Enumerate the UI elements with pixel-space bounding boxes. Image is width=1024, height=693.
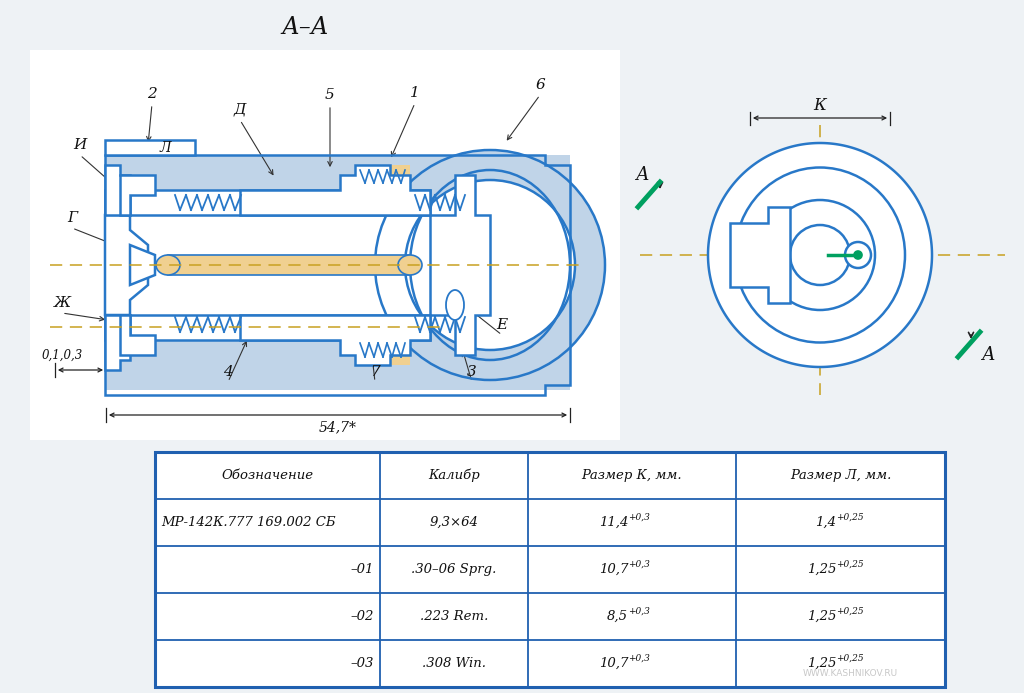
- Polygon shape: [120, 315, 155, 355]
- Text: +0,25: +0,25: [837, 607, 864, 616]
- Text: 1,4: 1,4: [815, 516, 837, 529]
- Text: Е: Е: [497, 318, 508, 332]
- Text: .308 Win.: .308 Win.: [422, 657, 486, 670]
- Ellipse shape: [398, 255, 422, 275]
- Text: А–А: А–А: [282, 17, 329, 40]
- Ellipse shape: [375, 150, 605, 380]
- Text: 1,25: 1,25: [807, 610, 837, 623]
- Text: А: А: [635, 166, 649, 184]
- Text: 1,25: 1,25: [807, 657, 837, 670]
- Ellipse shape: [765, 200, 874, 310]
- Ellipse shape: [446, 290, 464, 320]
- Polygon shape: [730, 207, 790, 303]
- Polygon shape: [105, 215, 148, 315]
- Polygon shape: [105, 140, 195, 155]
- Text: 1: 1: [411, 86, 420, 100]
- Text: +0,3: +0,3: [628, 607, 650, 616]
- Text: –03: –03: [350, 657, 374, 670]
- Polygon shape: [120, 175, 155, 215]
- Ellipse shape: [735, 168, 905, 342]
- Text: .30–06 Sprg.: .30–06 Sprg.: [412, 563, 497, 576]
- Polygon shape: [240, 315, 430, 365]
- Text: –02: –02: [350, 610, 374, 623]
- Bar: [168, 255, 410, 275]
- Bar: [105, 215, 445, 315]
- Text: 0,1,0,3: 0,1,0,3: [42, 349, 83, 362]
- Text: Д: Д: [233, 103, 246, 117]
- Polygon shape: [130, 245, 155, 285]
- Bar: [155, 452, 945, 687]
- Text: +0,25: +0,25: [837, 560, 864, 569]
- Text: А: А: [981, 346, 994, 364]
- Text: 11,4: 11,4: [599, 516, 628, 529]
- Polygon shape: [105, 165, 130, 215]
- Ellipse shape: [854, 251, 862, 259]
- Text: 7: 7: [370, 365, 380, 379]
- Text: МР-142К.777 169.002 СБ: МР-142К.777 169.002 СБ: [161, 516, 336, 529]
- Text: 10,7: 10,7: [599, 563, 628, 576]
- Text: Размер К, мм.: Размер К, мм.: [582, 469, 682, 482]
- Text: WWW.KASHNIKOV.RU: WWW.KASHNIKOV.RU: [803, 669, 898, 678]
- Text: 4: 4: [223, 365, 232, 379]
- Polygon shape: [105, 315, 130, 370]
- Polygon shape: [708, 143, 932, 367]
- Text: 8,5: 8,5: [607, 610, 628, 623]
- Polygon shape: [430, 175, 490, 355]
- Text: Ж: Ж: [53, 296, 71, 310]
- Ellipse shape: [406, 180, 575, 350]
- Bar: [105, 190, 430, 215]
- Bar: [355, 165, 410, 190]
- Text: 5: 5: [326, 88, 335, 102]
- Bar: [105, 315, 570, 390]
- Bar: [355, 340, 410, 365]
- Text: К: К: [813, 96, 826, 114]
- Ellipse shape: [156, 255, 180, 275]
- Text: 10,7: 10,7: [599, 657, 628, 670]
- Polygon shape: [240, 165, 430, 215]
- Text: +0,25: +0,25: [837, 654, 864, 663]
- Text: +0,3: +0,3: [628, 560, 650, 569]
- Text: Размер Л, мм.: Размер Л, мм.: [790, 469, 891, 482]
- Text: .223 Rem.: .223 Rem.: [420, 610, 488, 623]
- Text: 9,3×64: 9,3×64: [429, 516, 478, 529]
- Bar: [30, 50, 620, 440]
- Text: 1,25: 1,25: [807, 563, 837, 576]
- Text: –01: –01: [350, 563, 374, 576]
- Text: Калибр: Калибр: [428, 468, 480, 482]
- Text: 6: 6: [536, 78, 545, 92]
- Text: Обозначение: Обозначение: [221, 469, 313, 482]
- Text: Г: Г: [67, 211, 77, 225]
- Text: 54,7*: 54,7*: [319, 420, 357, 434]
- Text: +0,25: +0,25: [837, 513, 864, 522]
- Bar: [105, 155, 570, 215]
- Text: Л: Л: [160, 141, 172, 155]
- Bar: [105, 315, 430, 340]
- Ellipse shape: [790, 225, 850, 285]
- Text: +0,3: +0,3: [628, 513, 650, 522]
- Text: 3: 3: [467, 365, 477, 379]
- Text: +0,3: +0,3: [628, 654, 650, 663]
- Ellipse shape: [845, 242, 871, 268]
- Text: 2: 2: [147, 87, 157, 101]
- Text: И: И: [74, 138, 87, 152]
